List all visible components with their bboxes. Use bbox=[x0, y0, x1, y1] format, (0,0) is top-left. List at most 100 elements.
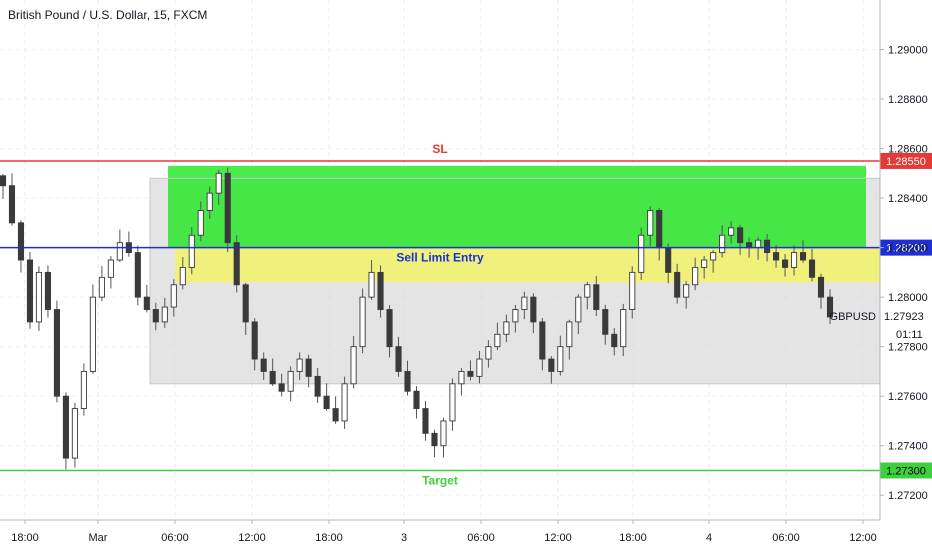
price-axis[interactable]: 1.28550 1.28200 1.27300 1.29000 1.28800 1.286… bbox=[830, 0, 932, 520]
time-tick-label: 06:00 bbox=[772, 532, 800, 544]
candle-body bbox=[737, 227, 744, 244]
sell-limit-entry-badge-text: 1.28200 bbox=[886, 243, 926, 255]
candle bbox=[485, 340, 492, 368]
candle-body bbox=[782, 259, 789, 268]
candle bbox=[512, 305, 519, 333]
candle bbox=[728, 221, 735, 244]
level-lines: SL Sell Limit Entry Target bbox=[0, 142, 880, 487]
candle bbox=[638, 227, 645, 280]
candle bbox=[808, 248, 816, 282]
candle-body bbox=[332, 408, 339, 422]
candle-body bbox=[710, 252, 717, 261]
candle-body bbox=[422, 408, 429, 434]
candle-body bbox=[107, 259, 114, 278]
candle bbox=[116, 229, 123, 263]
candle-body bbox=[152, 309, 159, 323]
candle-body bbox=[35, 271, 43, 323]
candle-body bbox=[323, 395, 330, 410]
candle bbox=[620, 303, 627, 357]
countdown-label: 01:11 bbox=[896, 329, 923, 341]
candle bbox=[503, 314, 510, 343]
candle-body bbox=[341, 383, 348, 422]
time-tick-label: 4 bbox=[706, 532, 712, 544]
candle bbox=[242, 282, 249, 336]
candle bbox=[134, 245, 141, 306]
candle bbox=[0, 173, 7, 199]
sell-limit-entry-badge-bg bbox=[880, 239, 932, 256]
time-tick-label: Mar bbox=[89, 532, 108, 544]
price-tick-label: 1.28200 bbox=[888, 243, 928, 255]
stop-zone bbox=[168, 165, 866, 248]
chart-title: British Pound / U.S. Dollar, 15, FXCM bbox=[8, 8, 207, 22]
candle-body bbox=[764, 239, 771, 254]
candle bbox=[701, 255, 708, 279]
candle bbox=[692, 257, 699, 291]
candle-body bbox=[557, 346, 564, 372]
candle-body bbox=[719, 234, 726, 254]
candle bbox=[296, 352, 303, 380]
candle-body bbox=[728, 227, 735, 236]
sell-limit-entry-label: Sell Limit Entry bbox=[396, 251, 484, 265]
candle bbox=[602, 304, 609, 345]
candle bbox=[790, 245, 798, 276]
candle bbox=[395, 336, 402, 377]
candle-body bbox=[611, 333, 618, 348]
candle bbox=[152, 302, 159, 331]
candle-body bbox=[701, 259, 708, 268]
candle bbox=[332, 396, 339, 424]
candle bbox=[269, 358, 276, 386]
candle bbox=[458, 368, 465, 396]
candle bbox=[98, 266, 105, 302]
candle bbox=[737, 224, 744, 255]
price-tick-label: 1.28000 bbox=[888, 292, 928, 304]
candle-body bbox=[683, 284, 690, 298]
time-tick-label: 3 bbox=[401, 532, 407, 544]
target-label: Target bbox=[422, 473, 458, 487]
candle bbox=[26, 251, 34, 329]
candle-body bbox=[143, 296, 150, 310]
price-tick-label: 1.28600 bbox=[888, 144, 928, 156]
candle bbox=[107, 256, 114, 289]
candle bbox=[557, 335, 564, 376]
candle-body bbox=[826, 296, 834, 318]
candle bbox=[413, 386, 420, 419]
candle-body bbox=[350, 346, 357, 385]
candle bbox=[584, 281, 591, 310]
candle bbox=[386, 305, 393, 358]
target-badge-bg bbox=[880, 462, 932, 479]
candle-body bbox=[386, 309, 393, 348]
time-axis[interactable]: 18:00 Mar 06:00 12:00 18:00 3 06:00 12:00 18:00 4… bbox=[0, 519, 880, 544]
sl-badge-text: 1.28550 bbox=[886, 156, 926, 168]
candle bbox=[773, 245, 780, 268]
candle bbox=[260, 352, 267, 380]
time-tick-label: 12:00 bbox=[849, 532, 877, 544]
candle bbox=[539, 318, 546, 371]
candle-body bbox=[593, 284, 600, 310]
candle-body bbox=[188, 234, 195, 268]
candle-body bbox=[413, 390, 420, 410]
candlestick-series bbox=[0, 167, 834, 470]
candle-body bbox=[62, 395, 69, 459]
candle bbox=[44, 265, 51, 318]
candle bbox=[817, 273, 825, 309]
candle-body bbox=[494, 333, 501, 348]
symbol-label: GBPUSD bbox=[830, 311, 877, 323]
candle bbox=[314, 367, 321, 403]
candle bbox=[404, 360, 411, 396]
candle bbox=[170, 279, 177, 317]
candle-body bbox=[584, 284, 591, 298]
candle-body bbox=[98, 276, 105, 298]
target-price-badge: 1.27300 bbox=[880, 462, 932, 479]
candle bbox=[179, 256, 186, 290]
candle bbox=[8, 173, 16, 226]
sl-price-badge: 1.28550 bbox=[880, 152, 932, 169]
sell-limit-entry-price-badge: 1.28200 bbox=[880, 239, 932, 256]
candle-body bbox=[377, 271, 384, 310]
candle-body bbox=[395, 346, 402, 372]
last-price-label: 1.27923 bbox=[884, 311, 924, 323]
candle bbox=[593, 276, 600, 316]
candle bbox=[215, 169, 222, 205]
candle-body bbox=[692, 266, 699, 286]
candle-body bbox=[89, 296, 96, 372]
